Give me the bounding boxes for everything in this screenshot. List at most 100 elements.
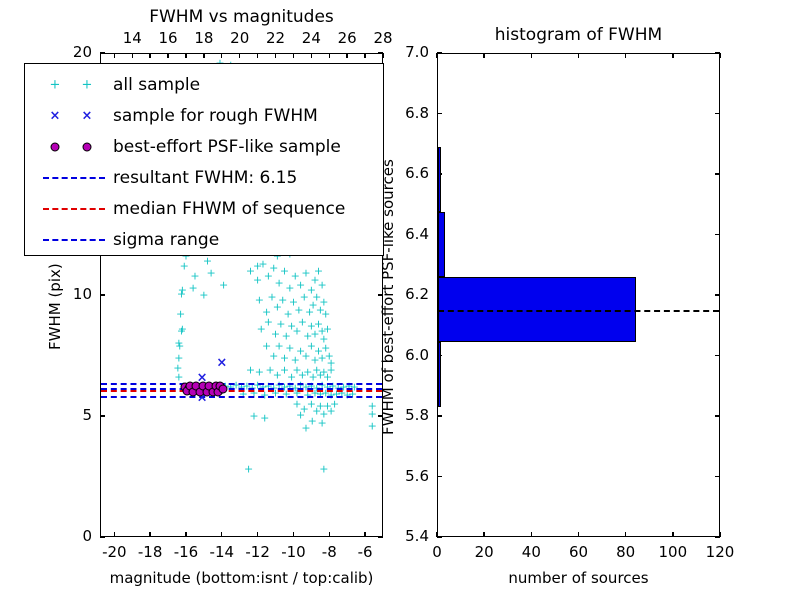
all-sample-point: + bbox=[238, 387, 248, 401]
all-sample-point: + bbox=[199, 288, 209, 302]
all-sample-point: + bbox=[292, 324, 302, 338]
hist-reference-line-resultant-fwhm bbox=[438, 310, 719, 313]
all-sample-point: + bbox=[321, 386, 331, 400]
all-sample-point: + bbox=[303, 388, 313, 402]
x-tick-label: -16 bbox=[173, 543, 199, 561]
x-tick-mark bbox=[185, 532, 187, 537]
x-tick-mark bbox=[292, 532, 295, 537]
all-sample-point: + bbox=[272, 249, 282, 263]
right-xaxis-label: number of sources bbox=[508, 569, 649, 587]
all-sample-point: + bbox=[306, 339, 316, 353]
all-sample-point: + bbox=[263, 315, 273, 329]
y-tick-label: 20 bbox=[72, 43, 92, 61]
all-sample-point: + bbox=[313, 344, 324, 358]
legend-item[interactable]: best-effort PSF-like sample bbox=[35, 131, 383, 162]
top-tick-label: 16 bbox=[158, 29, 178, 47]
hist-x-tick-label: 80 bbox=[616, 543, 636, 561]
all-sample-point: + bbox=[253, 259, 263, 273]
hist-y-tick-label: 5.8 bbox=[405, 406, 429, 424]
hist-y-tick-mark-right bbox=[715, 294, 720, 296]
all-sample-point: + bbox=[215, 57, 224, 68]
y-tick-mark-right bbox=[378, 415, 383, 417]
legend-label: sample for rough FWHM bbox=[113, 105, 318, 126]
psf-sample-point bbox=[218, 384, 228, 394]
hist-x-tick-mark-top bbox=[530, 53, 533, 58]
legend-item[interactable]: median FHWM of sequence bbox=[35, 193, 383, 224]
all-sample-point: + bbox=[287, 370, 297, 384]
histogram-bar bbox=[438, 146, 441, 212]
top-tick-mark bbox=[346, 53, 348, 58]
y-tick-mark-right bbox=[378, 536, 383, 538]
all-sample-point: + bbox=[218, 278, 229, 292]
all-sample-point: + bbox=[263, 269, 273, 283]
all-sample-point: + bbox=[344, 379, 354, 393]
legend-item[interactable]: resultant FWHM: 6.15 bbox=[35, 162, 383, 193]
all-sample-point: + bbox=[176, 324, 187, 338]
all-sample-point: + bbox=[315, 368, 325, 382]
legend-symbol-dashdot-line bbox=[35, 224, 113, 255]
x-tick-mark bbox=[364, 532, 366, 537]
all-sample-point: + bbox=[292, 397, 302, 411]
legend-item[interactable]: × × sample for rough FWHM bbox=[35, 100, 383, 131]
all-sample-point: + bbox=[270, 327, 281, 341]
hist-x-tick-mark-top bbox=[672, 53, 674, 58]
histogram-bar bbox=[438, 276, 637, 342]
all-sample-point: + bbox=[338, 380, 349, 394]
all-sample-point: + bbox=[299, 290, 309, 304]
hist-x-tick-mark bbox=[624, 532, 627, 537]
all-sample-point: + bbox=[312, 290, 322, 304]
all-sample-point: + bbox=[175, 339, 185, 353]
all-sample-point: + bbox=[242, 379, 252, 393]
legend-label: median FHWM of sequence bbox=[113, 198, 346, 219]
hist-y-tick-mark-right bbox=[715, 415, 720, 417]
y-tick-label: 10 bbox=[72, 285, 92, 303]
all-sample-point: + bbox=[337, 386, 347, 400]
histogram-bar bbox=[438, 341, 441, 407]
all-sample-point: + bbox=[319, 365, 329, 379]
y-tick-label: 5 bbox=[82, 406, 92, 424]
top-tick-mark bbox=[131, 53, 133, 58]
hist-x-tick-label: 40 bbox=[521, 543, 541, 561]
hist-x-tick-mark bbox=[719, 532, 721, 537]
x-tick-mark-top bbox=[149, 53, 151, 58]
all-sample-point: + bbox=[285, 281, 295, 295]
all-sample-point: + bbox=[330, 397, 340, 411]
top-tick-label: 18 bbox=[194, 29, 214, 47]
histogram-region bbox=[438, 54, 719, 536]
all-sample-point: + bbox=[295, 278, 306, 292]
x-tick-mark bbox=[328, 532, 330, 537]
legend-box: + + all sample × × sample for rough FWHM best-… bbox=[24, 63, 384, 256]
hist-x-tick-mark-top bbox=[719, 53, 721, 58]
legend-symbol-dashed-line bbox=[35, 193, 113, 224]
all-sample-point: + bbox=[322, 380, 333, 394]
y-tick-label: 0 bbox=[82, 527, 92, 545]
hist-y-tick-mark-right bbox=[715, 52, 720, 54]
all-sample-point: + bbox=[319, 332, 329, 346]
all-sample-point: + bbox=[202, 254, 213, 268]
all-sample-point: + bbox=[260, 411, 270, 425]
all-sample-point: + bbox=[181, 249, 191, 263]
all-sample-point: + bbox=[315, 303, 325, 317]
all-sample-point: + bbox=[260, 388, 270, 402]
hist-y-tick-mark-right bbox=[715, 354, 720, 357]
all-sample-point: + bbox=[326, 356, 336, 370]
all-sample-point: + bbox=[269, 261, 279, 275]
all-sample-point: + bbox=[317, 324, 327, 338]
all-sample-point: + bbox=[206, 266, 216, 280]
reference-line-sigma-lower bbox=[101, 396, 382, 399]
y-tick-mark bbox=[100, 536, 105, 538]
all-sample-point: + bbox=[312, 363, 322, 377]
cross-icon: × bbox=[81, 108, 93, 123]
reference-line-sigma-upper bbox=[101, 382, 382, 385]
top-tick-mark bbox=[274, 53, 277, 58]
cross-icon: × bbox=[49, 108, 61, 123]
legend-item[interactable]: + + all sample bbox=[35, 69, 383, 100]
all-sample-point: + bbox=[292, 386, 302, 400]
all-sample-point: + bbox=[190, 269, 200, 283]
all-sample-point: + bbox=[319, 407, 329, 421]
top-tick-mark bbox=[382, 53, 384, 58]
all-sample-point: + bbox=[306, 379, 316, 393]
all-sample-point: + bbox=[256, 322, 266, 336]
legend-item[interactable]: sigma range bbox=[35, 224, 383, 255]
